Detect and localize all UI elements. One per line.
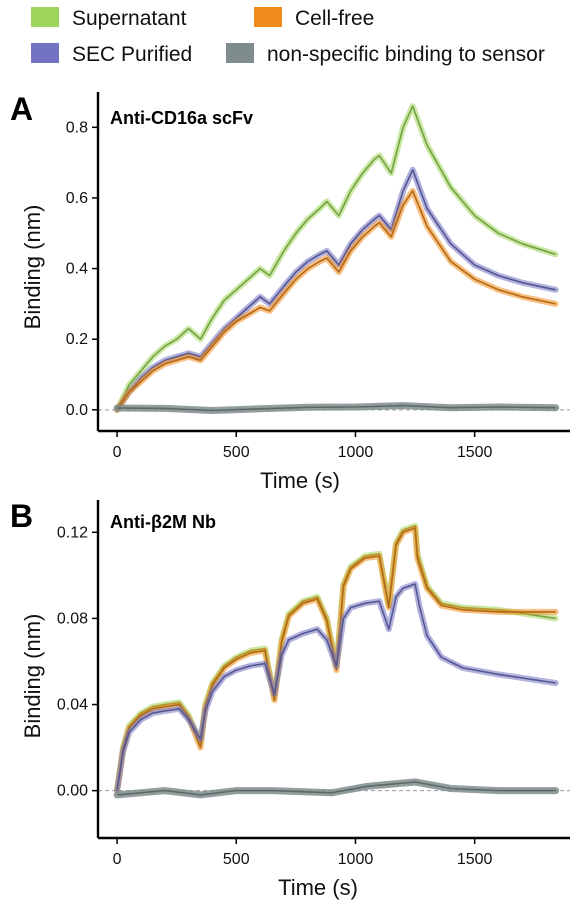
panel-b-letter: B bbox=[10, 498, 33, 534]
panel-b-x-tick-label: 500 bbox=[223, 851, 250, 868]
legend-swatch-non-specific bbox=[226, 43, 254, 63]
panel-b-title: Anti-β2M Nb bbox=[110, 512, 216, 532]
panel-a-x-tick-label: 1500 bbox=[457, 444, 493, 461]
panel-a-chart: A Anti-CD16a scFv Time (s) Binding (nm) … bbox=[10, 91, 570, 493]
panel-b-y-tick-label: 0.00 bbox=[57, 783, 88, 800]
legend-label-sec-purified: SEC Purified bbox=[72, 43, 192, 66]
panel-a-series-line-sec-purified bbox=[116, 168, 556, 411]
panel-a-title: Anti-CD16a scFv bbox=[110, 108, 253, 128]
panel-b-x-axis-label: Time (s) bbox=[278, 875, 358, 900]
panel-a-series-band-sec-purified bbox=[114, 166, 559, 413]
panel-a-x-tick-label: 500 bbox=[223, 444, 250, 461]
legend-label-cell-free: Cell-free bbox=[295, 7, 374, 30]
panel-b-series-line-cell-free bbox=[116, 527, 556, 791]
legend: Supernatant Cell-free SEC Purified non-s… bbox=[31, 7, 545, 66]
legend-label-supernatant: Supernatant bbox=[72, 7, 187, 30]
panel-a-x-tick-label: 0 bbox=[113, 444, 122, 461]
panel-b-y-axis-label: Binding (nm) bbox=[20, 614, 45, 739]
panel-b-y-tick-label: 0.04 bbox=[57, 697, 88, 714]
panel-b-x-tick-label: 1000 bbox=[338, 851, 374, 868]
panel-a-y-tick-label: 0.4 bbox=[66, 261, 88, 278]
legend-label-non-specific: non-specific binding to sensor bbox=[267, 43, 545, 66]
legend-swatch-supernatant bbox=[31, 7, 59, 27]
panel-b-series-line-non-specific-binding-to-sensor bbox=[117, 781, 556, 796]
panel-b-x-tick-label: 0 bbox=[113, 851, 122, 868]
panel-a-x-tick-label: 1000 bbox=[338, 444, 374, 461]
legend-swatch-sec-purified bbox=[31, 43, 59, 63]
panel-b-y-tick-label: 0.12 bbox=[57, 524, 88, 541]
panel-b-x-tick-label: 1500 bbox=[457, 851, 493, 868]
panel-b-series-line-sec-purified bbox=[116, 583, 556, 791]
panel-a-y-tick-label: 0.8 bbox=[66, 119, 88, 136]
panel-a-series-line-cell-free bbox=[116, 190, 556, 411]
panel-a-x-axis-label: Time (s) bbox=[260, 468, 340, 493]
panel-b-series-band-sec-purified bbox=[114, 581, 559, 794]
panel-a-letter: A bbox=[10, 91, 33, 127]
panel-a-y-tick-label: 0.2 bbox=[66, 331, 88, 348]
panel-a-y-tick-label: 0.0 bbox=[66, 402, 88, 419]
legend-swatch-cell-free bbox=[254, 7, 282, 27]
panel-a-series-line-non-specific-binding-to-sensor bbox=[117, 404, 556, 412]
panel-a-series-line-supernatant bbox=[116, 105, 556, 411]
panel-a-y-tick-label: 0.6 bbox=[66, 190, 88, 207]
panel-a-y-axis-label: Binding (nm) bbox=[20, 205, 45, 330]
panel-b-chart: B Anti-β2M Nb Time (s) Binding (nm) 0.00… bbox=[10, 498, 570, 900]
panel-b-y-tick-label: 0.08 bbox=[57, 610, 88, 627]
